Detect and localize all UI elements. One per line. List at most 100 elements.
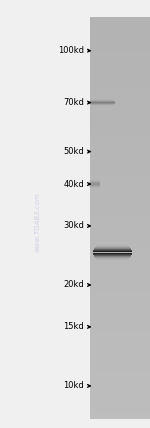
Bar	[90, 45, 150, 49]
Bar	[90, 339, 150, 343]
Bar	[90, 106, 150, 110]
Bar	[90, 110, 150, 114]
Bar	[90, 41, 150, 45]
Bar	[90, 17, 150, 419]
Bar	[90, 235, 150, 238]
Text: 40kd: 40kd	[63, 180, 84, 189]
Bar	[90, 282, 150, 287]
Bar	[90, 270, 150, 275]
Bar	[90, 250, 150, 255]
Bar	[90, 94, 150, 98]
Bar	[90, 194, 150, 198]
Bar	[90, 371, 150, 375]
Bar	[90, 174, 150, 178]
Bar	[90, 218, 150, 222]
Bar	[90, 295, 150, 299]
Bar	[90, 57, 150, 61]
Bar	[90, 267, 150, 270]
Bar	[90, 287, 150, 291]
Bar	[90, 416, 150, 419]
Text: 100kd: 100kd	[58, 46, 84, 55]
Bar	[90, 81, 150, 86]
Bar	[90, 150, 150, 154]
Bar	[90, 311, 150, 315]
Bar	[90, 327, 150, 331]
Bar	[90, 122, 150, 126]
Bar	[90, 395, 150, 399]
Text: 50kd: 50kd	[63, 147, 84, 156]
Bar	[90, 198, 150, 202]
Bar	[90, 363, 150, 367]
Bar	[90, 347, 150, 351]
Bar	[90, 33, 150, 37]
Bar	[90, 89, 150, 94]
Bar	[90, 134, 150, 138]
Bar	[90, 259, 150, 262]
Bar	[90, 222, 150, 226]
Bar	[90, 307, 150, 311]
Bar	[90, 202, 150, 206]
Bar	[90, 49, 150, 54]
Bar	[90, 303, 150, 307]
Text: 30kd: 30kd	[63, 221, 84, 230]
Bar	[90, 210, 150, 214]
Bar	[90, 101, 150, 106]
Bar	[90, 238, 150, 242]
Bar	[90, 399, 150, 403]
Bar	[90, 146, 150, 150]
Bar	[90, 86, 150, 89]
Bar	[90, 178, 150, 182]
Text: 20kd: 20kd	[63, 280, 84, 289]
Bar	[90, 226, 150, 230]
Bar	[90, 407, 150, 411]
Bar	[90, 230, 150, 235]
Bar	[90, 21, 150, 25]
Bar	[90, 182, 150, 186]
Bar	[90, 158, 150, 162]
Bar	[90, 331, 150, 335]
Bar	[90, 186, 150, 190]
Bar	[90, 319, 150, 323]
Bar	[90, 69, 150, 74]
Bar	[90, 242, 150, 247]
Bar	[90, 170, 150, 174]
Bar	[90, 351, 150, 355]
Text: www.TGAB3.com: www.TGAB3.com	[34, 193, 40, 253]
Bar	[90, 367, 150, 371]
Bar	[90, 403, 150, 407]
Bar	[90, 54, 150, 57]
Bar	[90, 359, 150, 363]
Bar	[90, 118, 150, 122]
Bar	[90, 130, 150, 134]
Bar	[90, 138, 150, 142]
Bar	[90, 275, 150, 279]
Bar	[90, 279, 150, 282]
Bar	[90, 387, 150, 391]
Bar	[90, 17, 150, 21]
Bar	[90, 315, 150, 319]
Bar	[90, 411, 150, 416]
Bar	[90, 383, 150, 387]
Bar	[90, 37, 150, 41]
Bar	[90, 98, 150, 101]
Bar	[90, 379, 150, 383]
Bar	[90, 355, 150, 359]
Bar	[90, 247, 150, 250]
Bar	[90, 65, 150, 69]
Bar	[90, 114, 150, 118]
Bar	[90, 291, 150, 295]
Bar	[90, 61, 150, 65]
Bar	[90, 29, 150, 33]
Bar	[90, 74, 150, 77]
Bar	[90, 126, 150, 130]
Bar	[90, 142, 150, 146]
Bar	[90, 255, 150, 259]
Bar	[90, 343, 150, 347]
Bar	[90, 214, 150, 218]
Bar	[90, 391, 150, 395]
Text: 10kd: 10kd	[63, 381, 84, 390]
Bar	[90, 77, 150, 81]
Bar	[90, 299, 150, 303]
Bar	[90, 335, 150, 339]
Bar	[90, 375, 150, 379]
